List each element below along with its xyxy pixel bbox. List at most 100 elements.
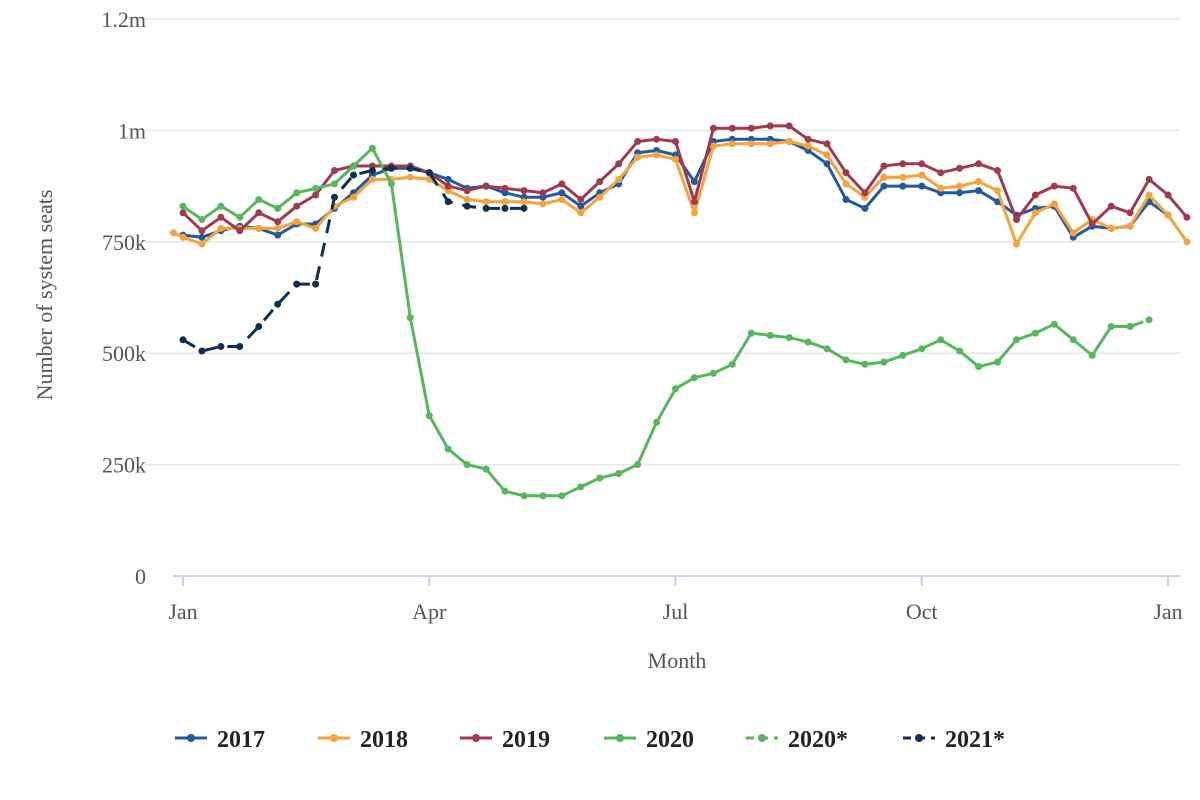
data-point xyxy=(1069,229,1077,237)
data-point xyxy=(198,233,206,241)
legend-item-2018[interactable]: 2018 xyxy=(318,727,408,753)
data-point xyxy=(198,347,206,355)
data-point xyxy=(482,198,490,206)
data-point xyxy=(293,218,301,226)
data-point xyxy=(444,445,452,453)
data-point xyxy=(539,492,547,500)
data-point xyxy=(634,461,642,469)
data-point xyxy=(842,356,850,364)
data-point xyxy=(1126,209,1134,217)
data-point xyxy=(577,196,585,203)
legend-marker xyxy=(187,734,195,742)
data-point xyxy=(690,198,698,206)
series-2020-star xyxy=(1126,316,1153,330)
legend-marker xyxy=(758,734,766,742)
data-point xyxy=(747,140,755,148)
data-point xyxy=(1088,351,1096,359)
data-point xyxy=(482,182,490,190)
y-tick-label: 1m xyxy=(118,118,146,143)
data-point xyxy=(804,338,812,346)
data-point xyxy=(747,124,755,132)
data-point xyxy=(975,160,983,168)
data-point xyxy=(1107,224,1115,232)
x-tick-label: Jan xyxy=(168,599,197,624)
data-point xyxy=(899,173,907,181)
data-point xyxy=(425,169,433,177)
data-point xyxy=(179,233,187,241)
data-point xyxy=(690,374,698,382)
data-point xyxy=(994,187,1001,195)
data-point xyxy=(994,167,1001,174)
data-point xyxy=(350,193,357,201)
data-point xyxy=(255,323,263,330)
data-point xyxy=(179,209,187,217)
data-point xyxy=(766,122,774,130)
gridlines xyxy=(145,18,1180,466)
data-point xyxy=(312,191,320,199)
data-point xyxy=(558,492,566,500)
legend-label: 2020 xyxy=(646,727,694,753)
x-tick-label: Jan xyxy=(1153,599,1182,624)
data-point xyxy=(274,231,282,239)
data-point xyxy=(463,196,471,203)
data-point xyxy=(217,202,225,210)
data-point xyxy=(842,180,850,188)
data-point xyxy=(634,153,642,161)
data-point xyxy=(709,124,717,132)
data-point xyxy=(255,209,263,217)
data-point xyxy=(558,189,566,197)
legend-item-2021-star[interactable]: 2021* xyxy=(903,727,1005,753)
y-axis-ticks: 0 250k 500k 750k 1m 1.2m xyxy=(101,7,146,589)
series-2019 xyxy=(179,122,1191,235)
data-point xyxy=(387,164,395,172)
legend-item-2019[interactable]: 2019 xyxy=(460,727,550,753)
data-point xyxy=(368,175,376,183)
data-point xyxy=(634,138,642,145)
data-point xyxy=(312,184,320,192)
legend-marker xyxy=(915,734,923,742)
data-point xyxy=(425,412,433,420)
data-point xyxy=(331,193,338,201)
y-axis-title: Number of system seats xyxy=(32,190,57,401)
legend-label: 2019 xyxy=(502,727,550,753)
data-point xyxy=(956,182,964,190)
data-point xyxy=(482,465,490,473)
data-point xyxy=(577,202,585,210)
data-point xyxy=(1145,316,1153,324)
data-point xyxy=(785,138,793,145)
data-point xyxy=(350,162,357,170)
data-point xyxy=(823,140,831,148)
data-point xyxy=(444,175,452,183)
data-point xyxy=(747,329,755,337)
data-point xyxy=(1069,336,1077,344)
legend-item-2020-star[interactable]: 2020* xyxy=(746,727,848,753)
data-point xyxy=(577,483,585,491)
data-point xyxy=(1145,191,1153,199)
data-point xyxy=(975,187,983,195)
data-point xyxy=(672,138,679,145)
data-point xyxy=(937,184,945,192)
data-point xyxy=(653,151,661,159)
legend-item-2020[interactable]: 2020 xyxy=(604,727,694,753)
data-point xyxy=(170,229,177,237)
data-point xyxy=(975,363,983,371)
data-point xyxy=(520,204,528,212)
data-point xyxy=(1183,213,1191,221)
data-point xyxy=(217,213,225,221)
data-point xyxy=(539,189,547,197)
data-point xyxy=(899,182,907,190)
data-point xyxy=(975,178,983,186)
data-point xyxy=(842,169,850,177)
data-point xyxy=(766,331,774,339)
x-axis-title: Month xyxy=(648,648,707,673)
x-tick-label: Oct xyxy=(906,599,938,624)
data-point xyxy=(861,360,869,368)
data-point xyxy=(918,345,926,353)
data-point xyxy=(937,336,945,344)
data-point xyxy=(672,155,679,163)
data-point xyxy=(368,167,376,174)
legend-item-2017[interactable]: 2017 xyxy=(175,727,265,753)
data-point xyxy=(558,196,566,203)
data-point xyxy=(198,216,206,223)
